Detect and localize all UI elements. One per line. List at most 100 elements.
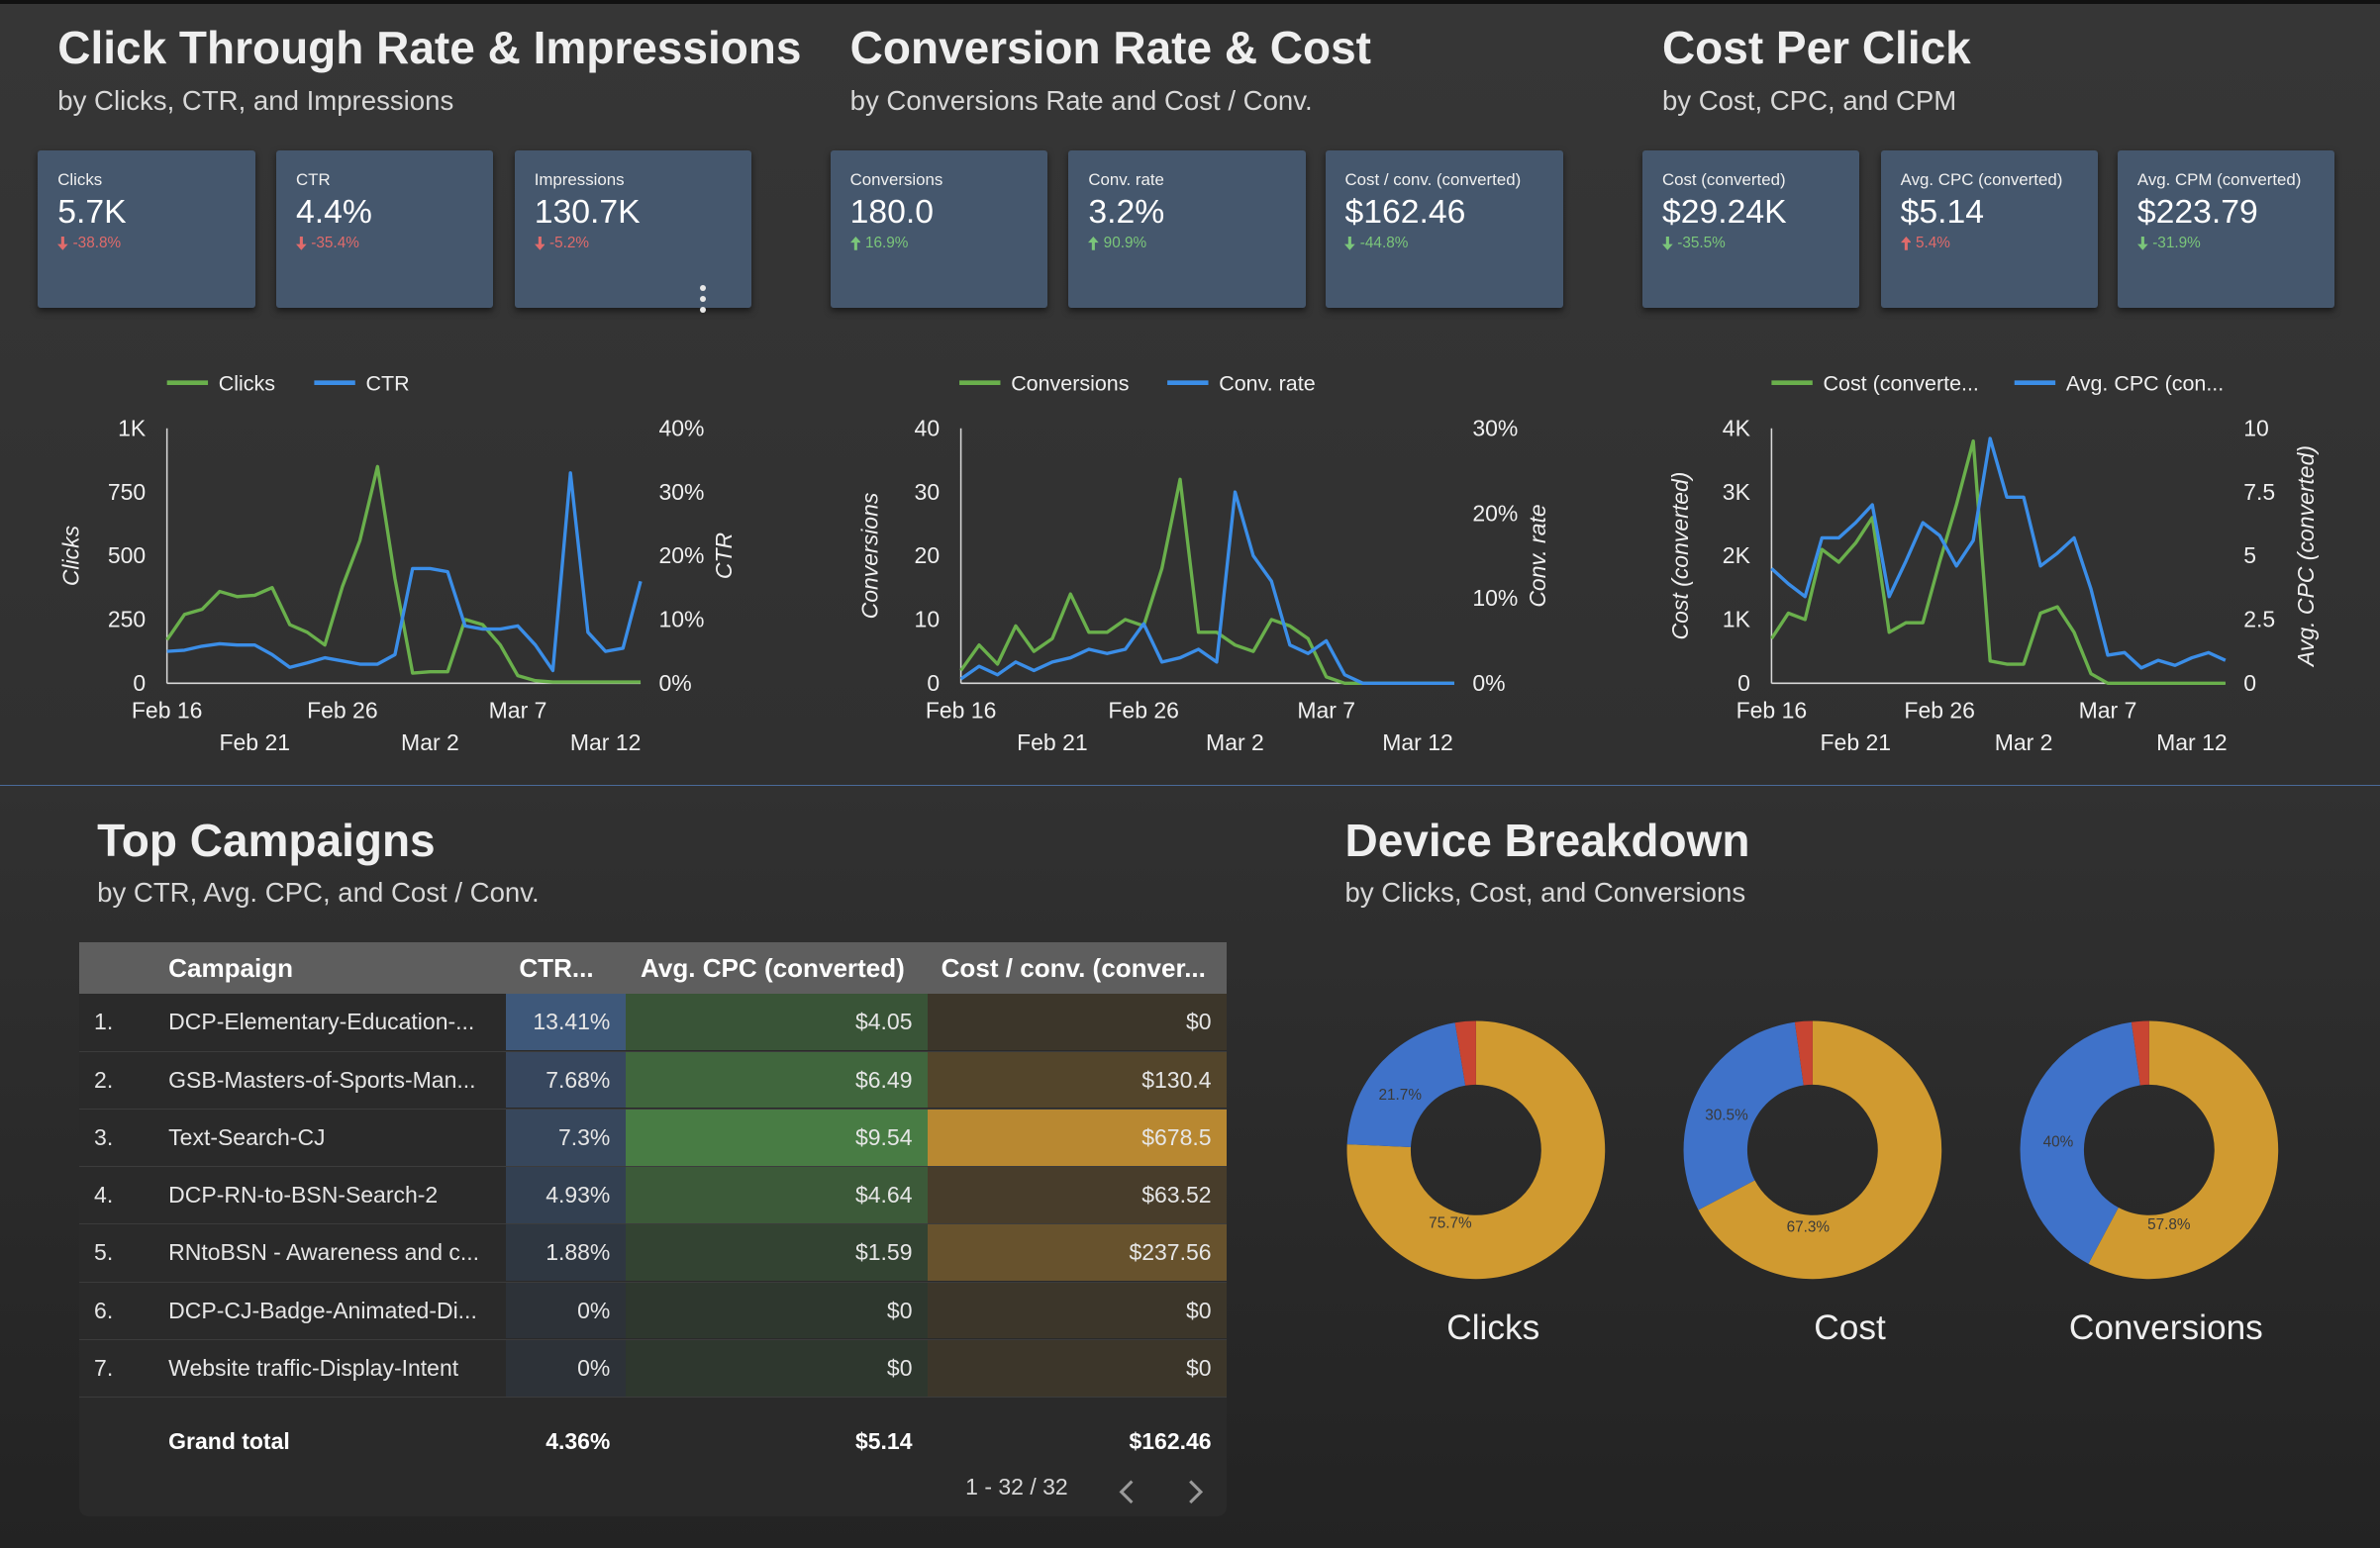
kpi-label: CTR bbox=[295, 169, 331, 189]
chevron-right-icon[interactable] bbox=[1181, 1477, 1209, 1507]
kpi-value: 130.7K bbox=[534, 192, 641, 231]
cost-per-conv-cell: $63.52 bbox=[927, 1167, 1227, 1223]
campaign-name[interactable]: GSB-Masters-of-Sports-Man... bbox=[168, 1066, 476, 1093]
kpi-delta: 90.9% bbox=[1088, 235, 1285, 252]
table-row[interactable]: 3. Text-Search-CJ 7.3% $9.54 $678.5 bbox=[78, 1109, 1227, 1168]
donut-title-conversions: Conversions bbox=[2068, 1307, 2263, 1347]
ctr-cell: 13.41% bbox=[505, 994, 626, 1051]
conv-section-title: Conversion Rate & Cost bbox=[849, 22, 1371, 74]
campaign-name[interactable]: Text-Search-CJ bbox=[168, 1123, 326, 1150]
donut-slice[interactable] bbox=[2020, 1022, 2141, 1265]
more-vert-icon[interactable] bbox=[697, 285, 709, 313]
grand-total-ctr: 4.36% bbox=[545, 1427, 611, 1454]
cost-per-conv-cell: $0 bbox=[927, 994, 1227, 1051]
campaign-name[interactable]: DCP-RN-to-BSN-Search-2 bbox=[168, 1182, 439, 1209]
y2-tick-label: 0% bbox=[1472, 670, 1505, 696]
donut-slice[interactable] bbox=[1683, 1022, 1804, 1210]
ctr-cell: 1.88% bbox=[505, 1224, 626, 1282]
y-tick-label: 0 bbox=[1737, 670, 1750, 696]
campaign-name[interactable]: DCP-Elementary-Education-... bbox=[168, 1009, 475, 1035]
kpi-label: Cost / conv. (converted) bbox=[1344, 169, 1522, 189]
kpi-label: Clicks bbox=[57, 169, 103, 189]
campaigns-section-subtitle: by CTR, Avg. CPC, and Cost / Conv. bbox=[97, 877, 540, 909]
kpi-card[interactable]: Cost (converted) $29.24K -35.5% bbox=[1642, 149, 1860, 309]
table-row[interactable]: 7. Website traffic-Display-Intent 0% $0 $0 bbox=[78, 1339, 1227, 1399]
donut-slice[interactable] bbox=[2088, 1020, 2279, 1280]
kpi-label: Conv. rate bbox=[1088, 169, 1164, 189]
donut-slice[interactable] bbox=[1698, 1020, 1942, 1280]
arrow-down-icon bbox=[1661, 236, 1673, 250]
kpi-card[interactable]: Avg. CPC (converted) $5.14 5.4% bbox=[1880, 149, 2098, 309]
campaign-name[interactable]: Website traffic-Display-Intent bbox=[168, 1354, 459, 1381]
y-tick-label: 40 bbox=[915, 415, 941, 440]
grand-total-row: Grand total 4.36% $5.14 $162.46 bbox=[79, 1403, 1227, 1474]
cost-per-conv-cell: $0 bbox=[927, 1339, 1227, 1397]
cost-donut-chart: 67.3% 30.5% bbox=[1683, 1020, 1942, 1280]
y-axis-title: Clicks bbox=[58, 525, 84, 586]
y-tick-label: 10 bbox=[915, 606, 941, 631]
kpi-card[interactable]: Clicks 5.7K -38.8% bbox=[38, 149, 255, 309]
row-index: 1. bbox=[94, 1009, 114, 1035]
donut-slice-label: 30.5% bbox=[1705, 1108, 1748, 1124]
conv-section-subtitle: by Conversions Rate and Cost / Conv. bbox=[849, 84, 1313, 116]
ctr-cell: 7.3% bbox=[505, 1109, 626, 1166]
series-line-conv-rate bbox=[959, 490, 1454, 685]
y-tick-label: 1K bbox=[118, 415, 147, 440]
avg-cpc-cell: $0 bbox=[625, 1282, 928, 1339]
y-tick-label: 750 bbox=[108, 478, 146, 504]
column-header-ctr[interactable]: CTR... bbox=[519, 952, 594, 983]
grand-total-cost: $162.46 bbox=[1129, 1427, 1212, 1454]
y2-tick-label: 7.5 bbox=[2243, 478, 2275, 504]
ctr-section-subtitle: by Clicks, CTR, and Impressions bbox=[57, 84, 454, 116]
y-tick-label: 2K bbox=[1723, 542, 1751, 568]
kpi-card[interactable]: Conversions 180.0 16.9% bbox=[830, 149, 1047, 309]
column-header-cost-per-conv[interactable]: Cost / conv. (conver... bbox=[941, 952, 1206, 983]
arrow-up-icon bbox=[849, 236, 861, 250]
kpi-card[interactable]: Conv. rate 3.2% 90.9% bbox=[1068, 149, 1306, 309]
donut-slice[interactable] bbox=[1346, 1020, 1605, 1280]
kpi-card[interactable]: Avg. CPM (converted) $223.79 -31.9% bbox=[2117, 149, 2335, 309]
kpi-value: $5.14 bbox=[1900, 192, 1985, 231]
kpi-delta: 16.9% bbox=[849, 234, 1028, 252]
x-tick-label: Mar 12 bbox=[570, 728, 642, 754]
kpi-delta-value: -31.9% bbox=[2152, 234, 2201, 251]
kpi-card[interactable]: Impressions 130.7K -5.2% bbox=[514, 149, 751, 309]
y2-tick-label: 10% bbox=[658, 606, 704, 631]
ctr-cell: 7.68% bbox=[505, 1051, 626, 1109]
kpi-delta-value: 16.9% bbox=[864, 234, 909, 251]
cost-per-conv-cell: $0 bbox=[927, 1282, 1227, 1339]
y2-axis-title: Conv. rate bbox=[1525, 504, 1550, 607]
kpi-label: Avg. CPM (converted) bbox=[2136, 169, 2302, 189]
campaign-name[interactable]: RNtoBSN - Awareness and c... bbox=[168, 1239, 480, 1266]
column-header-avg-cpc[interactable]: Avg. CPC (converted) bbox=[641, 952, 905, 983]
table-row[interactable]: 2. GSB-Masters-of-Sports-Man... 7.68% $6.49… bbox=[78, 1051, 1227, 1110]
donut-slice[interactable] bbox=[2132, 1020, 2150, 1086]
legend-label: Conversions bbox=[1011, 371, 1129, 395]
arrow-down-icon bbox=[57, 236, 68, 250]
kpi-value: 4.4% bbox=[295, 192, 372, 231]
y-tick-label: 20 bbox=[915, 542, 941, 568]
top-campaigns-table: Campaign CTR... Avg. CPC (converted) Cos… bbox=[78, 942, 1227, 1516]
chevron-left-icon[interactable] bbox=[1114, 1477, 1141, 1507]
table-row[interactable]: 5. RNtoBSN - Awareness and c... 1.88% $1.59… bbox=[78, 1224, 1227, 1283]
y2-tick-label: 0 bbox=[2243, 670, 2256, 696]
donut-slice[interactable] bbox=[1346, 1022, 1465, 1148]
kpi-card[interactable]: Cost / conv. (converted) $162.46 -44.8% bbox=[1325, 149, 1564, 309]
ctr-cell: 4.93% bbox=[505, 1167, 626, 1223]
conversions-donut-chart: 57.8% 40% bbox=[2020, 1020, 2279, 1280]
donut-slice[interactable] bbox=[1454, 1020, 1476, 1087]
donut-slice[interactable] bbox=[1794, 1020, 1813, 1086]
kpi-label: Impressions bbox=[534, 169, 625, 189]
y2-tick-label: 10 bbox=[2243, 415, 2269, 440]
table-row[interactable]: 6. DCP-CJ-Badge-Animated-Di... 0% $0 $0 bbox=[78, 1282, 1227, 1340]
column-header-campaign[interactable]: Campaign bbox=[168, 952, 294, 983]
kpi-label: Cost (converted) bbox=[1661, 169, 1786, 189]
kpi-delta: -31.9% bbox=[2136, 234, 2315, 252]
y2-tick-label: 10% bbox=[1472, 585, 1518, 611]
campaign-name[interactable]: DCP-CJ-Badge-Animated-Di... bbox=[168, 1297, 477, 1323]
arrow-up-icon bbox=[1900, 236, 1912, 250]
table-row[interactable]: 1. DCP-Elementary-Education-... 13.41% $4.0… bbox=[78, 994, 1227, 1052]
kpi-card[interactable]: CTR 4.4% -35.4% bbox=[276, 149, 494, 309]
table-row[interactable]: 4. DCP-RN-to-BSN-Search-2 4.93% $4.64 $63.52 bbox=[78, 1167, 1227, 1225]
arrow-down-icon bbox=[1344, 236, 1356, 250]
